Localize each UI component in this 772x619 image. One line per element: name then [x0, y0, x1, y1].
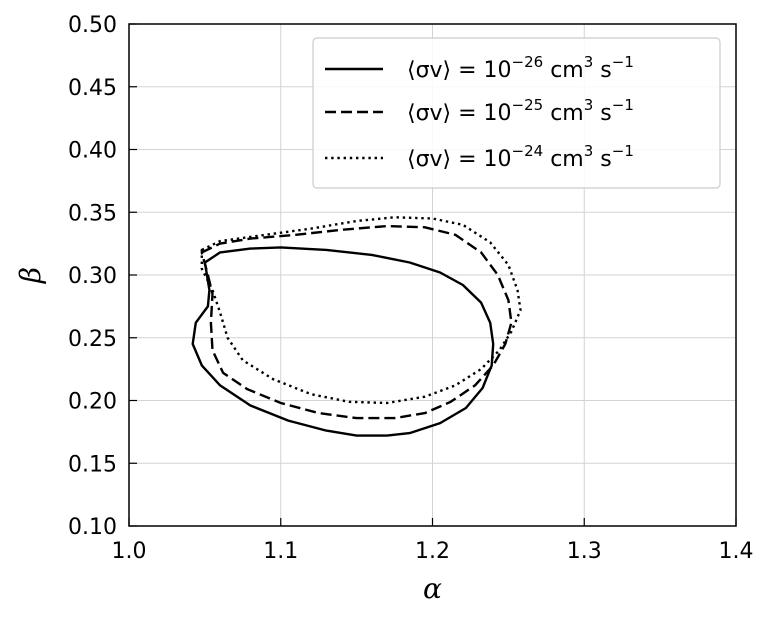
- x-tick-label: 1.1: [263, 539, 298, 564]
- contour-dashed: [200, 224, 513, 420]
- contour-solid: [191, 246, 495, 437]
- legend-text-part: s: [593, 58, 611, 83]
- y-tick-label: 0.30: [68, 264, 117, 289]
- legend-superscript: −24: [512, 142, 544, 160]
- legend-superscript: −1: [612, 96, 634, 114]
- y-tick-label: 0.15: [68, 452, 117, 477]
- legend-label: ⟨σv⟩ = 10−25 cm3 s−1: [407, 96, 634, 126]
- x-tick-label: 1.0: [112, 539, 147, 564]
- x-tick-label: 1.2: [415, 539, 450, 564]
- x-axis-label: α: [423, 572, 442, 605]
- y-tick-label: 0.10: [68, 515, 117, 540]
- y-tick-label: 0.50: [68, 13, 117, 38]
- legend: ⟨σv⟩ = 10−26 cm3 s−1⟨σv⟩ = 10−25 cm3 s−1…: [312, 37, 721, 189]
- legend-superscript: −26: [512, 53, 544, 71]
- legend-box: [312, 37, 721, 189]
- contour-lines: [191, 216, 522, 437]
- legend-label: ⟨σv⟩ = 10−26 cm3 s−1: [407, 53, 634, 83]
- y-tick-label: 0.45: [68, 76, 117, 101]
- legend-superscript: −1: [612, 53, 634, 71]
- legend-superscript: −25: [512, 96, 544, 114]
- legend-label: ⟨σv⟩ = 10−24 cm3 s−1: [407, 142, 634, 172]
- legend-text-part: ⟨σv⟩ = 10: [407, 58, 512, 83]
- legend-superscript: −1: [612, 142, 634, 160]
- legend-text-part: ⟨σv⟩ = 10: [407, 101, 512, 126]
- legend-text-part: ⟨σv⟩ = 10: [407, 147, 512, 172]
- legend-superscript: 3: [584, 96, 594, 114]
- legend-text-part: cm: [543, 58, 584, 83]
- axis-ticks: 1.0 1.1 1.2 1.3 1.4 0.10 0.15 0.20 0.25 0.30 0.35 0…: [68, 13, 753, 564]
- legend-text-part: cm: [543, 101, 584, 126]
- y-tick-label: 0.25: [68, 327, 117, 352]
- y-axis-label: β: [14, 267, 47, 284]
- y-tick-label: 0.40: [68, 139, 117, 164]
- contour-dotted: [200, 216, 522, 405]
- y-tick-label: 0.35: [68, 201, 117, 226]
- legend-text-part: s: [593, 101, 611, 126]
- x-tick-label: 1.3: [567, 539, 602, 564]
- legend-superscript: 3: [584, 53, 594, 71]
- y-tick-label: 0.20: [68, 390, 117, 415]
- x-tick-label: 1.4: [719, 539, 754, 564]
- legend-text-part: cm: [543, 147, 584, 172]
- legend-superscript: 3: [584, 142, 594, 160]
- legend-text-part: s: [593, 147, 611, 172]
